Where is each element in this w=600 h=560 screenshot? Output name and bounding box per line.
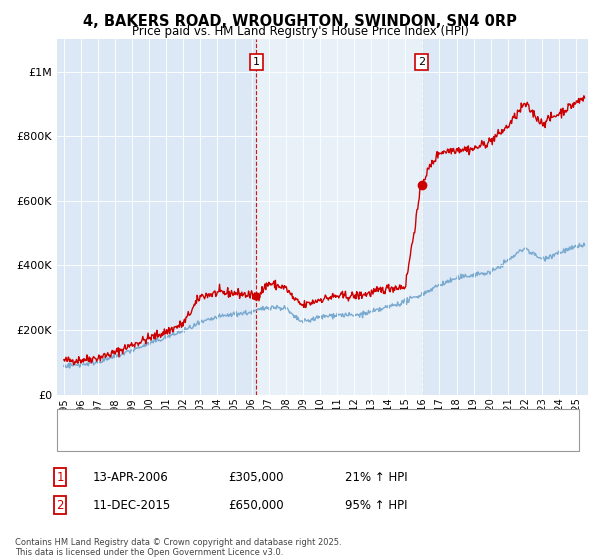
Text: £305,000: £305,000: [228, 470, 284, 484]
Text: HPI: Average price, detached house, Swindon: HPI: Average price, detached house, Swin…: [108, 434, 345, 444]
Text: 4, BAKERS ROAD, WROUGHTON, SWINDON, SN4 0RP (detached house): 4, BAKERS ROAD, WROUGHTON, SWINDON, SN4 …: [108, 416, 478, 426]
Text: Contains HM Land Registry data © Crown copyright and database right 2025.
This d: Contains HM Land Registry data © Crown c…: [15, 538, 341, 557]
Text: 13-APR-2006: 13-APR-2006: [93, 470, 169, 484]
Text: Price paid vs. HM Land Registry's House Price Index (HPI): Price paid vs. HM Land Registry's House …: [131, 25, 469, 38]
Text: 2: 2: [418, 57, 425, 67]
Text: £650,000: £650,000: [228, 498, 284, 512]
Text: 1: 1: [56, 470, 64, 484]
Text: 11-DEC-2015: 11-DEC-2015: [93, 498, 171, 512]
Text: 95% ↑ HPI: 95% ↑ HPI: [345, 498, 407, 512]
Bar: [256, 39, 422, 395]
Text: 21% ↑ HPI: 21% ↑ HPI: [345, 470, 407, 484]
Text: 4, BAKERS ROAD, WROUGHTON, SWINDON, SN4 0RP: 4, BAKERS ROAD, WROUGHTON, SWINDON, SN4 …: [83, 14, 517, 29]
Text: 2: 2: [56, 498, 64, 512]
Text: 1: 1: [253, 57, 260, 67]
